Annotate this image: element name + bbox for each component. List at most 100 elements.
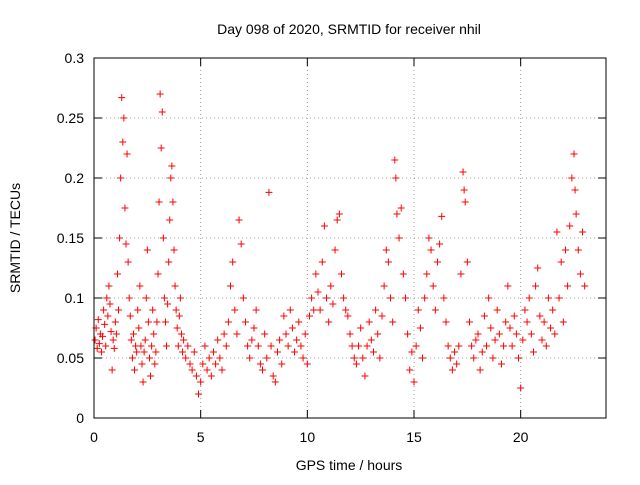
data-point bbox=[440, 294, 448, 302]
data-point bbox=[391, 156, 399, 164]
data-point bbox=[100, 306, 108, 314]
data-point bbox=[131, 366, 139, 374]
data-point bbox=[468, 342, 476, 350]
data-point bbox=[153, 318, 161, 326]
data-point bbox=[378, 312, 386, 320]
data-point bbox=[233, 330, 241, 338]
data-point bbox=[532, 282, 540, 290]
data-point bbox=[510, 312, 518, 320]
data-point bbox=[310, 306, 318, 314]
data-point bbox=[239, 294, 247, 302]
data-point bbox=[246, 354, 254, 362]
data-point bbox=[192, 372, 200, 380]
data-point bbox=[527, 330, 535, 338]
data-point bbox=[540, 318, 548, 326]
data-point bbox=[97, 348, 105, 356]
axis-ticks: 0 5 10 15 20 0 0.05 0.1 0.15 0.2 0.25 0.3 bbox=[57, 50, 606, 445]
data-point bbox=[536, 312, 544, 320]
data-point bbox=[335, 210, 343, 218]
data-point bbox=[460, 186, 468, 194]
data-point bbox=[333, 216, 341, 224]
data-point bbox=[487, 324, 495, 332]
data-point bbox=[102, 342, 110, 350]
data-point bbox=[395, 234, 403, 242]
data-point bbox=[512, 330, 520, 338]
data-point bbox=[273, 348, 281, 356]
data-point bbox=[472, 336, 480, 344]
data-point bbox=[380, 282, 388, 290]
data-point bbox=[557, 258, 565, 266]
data-point bbox=[222, 342, 230, 350]
data-point bbox=[163, 342, 171, 350]
data-point bbox=[344, 312, 352, 320]
data-point bbox=[465, 318, 473, 326]
data-point bbox=[357, 324, 365, 332]
data-point bbox=[129, 330, 137, 338]
data-point bbox=[412, 342, 420, 350]
data-point bbox=[176, 294, 184, 302]
data-point bbox=[117, 174, 125, 182]
data-point bbox=[248, 336, 256, 344]
data-point bbox=[286, 306, 294, 314]
data-point bbox=[566, 222, 574, 230]
data-point bbox=[227, 282, 235, 290]
data-point bbox=[173, 324, 181, 332]
data-point bbox=[237, 240, 245, 248]
data-point bbox=[120, 114, 128, 122]
data-point bbox=[419, 354, 427, 362]
data-point bbox=[438, 212, 446, 220]
data-point bbox=[169, 198, 177, 206]
grid-lines bbox=[94, 58, 606, 418]
data-point bbox=[489, 354, 497, 362]
data-point bbox=[529, 348, 537, 356]
data-point bbox=[214, 336, 222, 344]
data-point bbox=[342, 306, 350, 314]
data-point bbox=[485, 294, 493, 302]
data-point bbox=[376, 354, 384, 362]
data-point bbox=[323, 294, 331, 302]
data-point bbox=[182, 354, 190, 362]
data-point bbox=[559, 318, 567, 326]
data-point bbox=[408, 348, 416, 356]
data-point bbox=[149, 306, 157, 314]
data-point bbox=[167, 174, 175, 182]
data-point bbox=[480, 312, 488, 320]
data-point bbox=[108, 366, 116, 374]
data-point bbox=[105, 282, 113, 290]
data-point bbox=[284, 342, 292, 350]
data-point bbox=[493, 306, 501, 314]
data-point bbox=[495, 330, 503, 338]
data-point bbox=[429, 282, 437, 290]
data-point bbox=[148, 342, 156, 350]
data-point bbox=[574, 246, 582, 254]
data-point bbox=[325, 318, 333, 326]
data-point bbox=[519, 336, 527, 344]
data-point bbox=[457, 270, 465, 278]
data-point bbox=[451, 348, 459, 356]
data-point bbox=[397, 204, 405, 212]
data-point bbox=[361, 372, 369, 380]
data-point bbox=[144, 318, 152, 326]
data-point bbox=[125, 294, 133, 302]
data-point bbox=[106, 300, 114, 308]
data-point bbox=[384, 258, 392, 266]
data-point bbox=[534, 264, 542, 272]
data-point bbox=[553, 228, 561, 236]
x-tick-label: 20 bbox=[513, 429, 529, 445]
data-point bbox=[142, 294, 150, 302]
data-point bbox=[382, 246, 390, 254]
data-point bbox=[387, 294, 395, 302]
data-point bbox=[414, 306, 422, 314]
data-point bbox=[113, 270, 121, 278]
data-point bbox=[476, 366, 484, 374]
data-point bbox=[119, 138, 127, 146]
data-point bbox=[564, 282, 572, 290]
data-point bbox=[318, 258, 326, 266]
data-point bbox=[252, 306, 260, 314]
data-point bbox=[506, 324, 514, 332]
data-point bbox=[127, 336, 135, 344]
data-point bbox=[154, 270, 162, 278]
data-point bbox=[350, 354, 358, 362]
